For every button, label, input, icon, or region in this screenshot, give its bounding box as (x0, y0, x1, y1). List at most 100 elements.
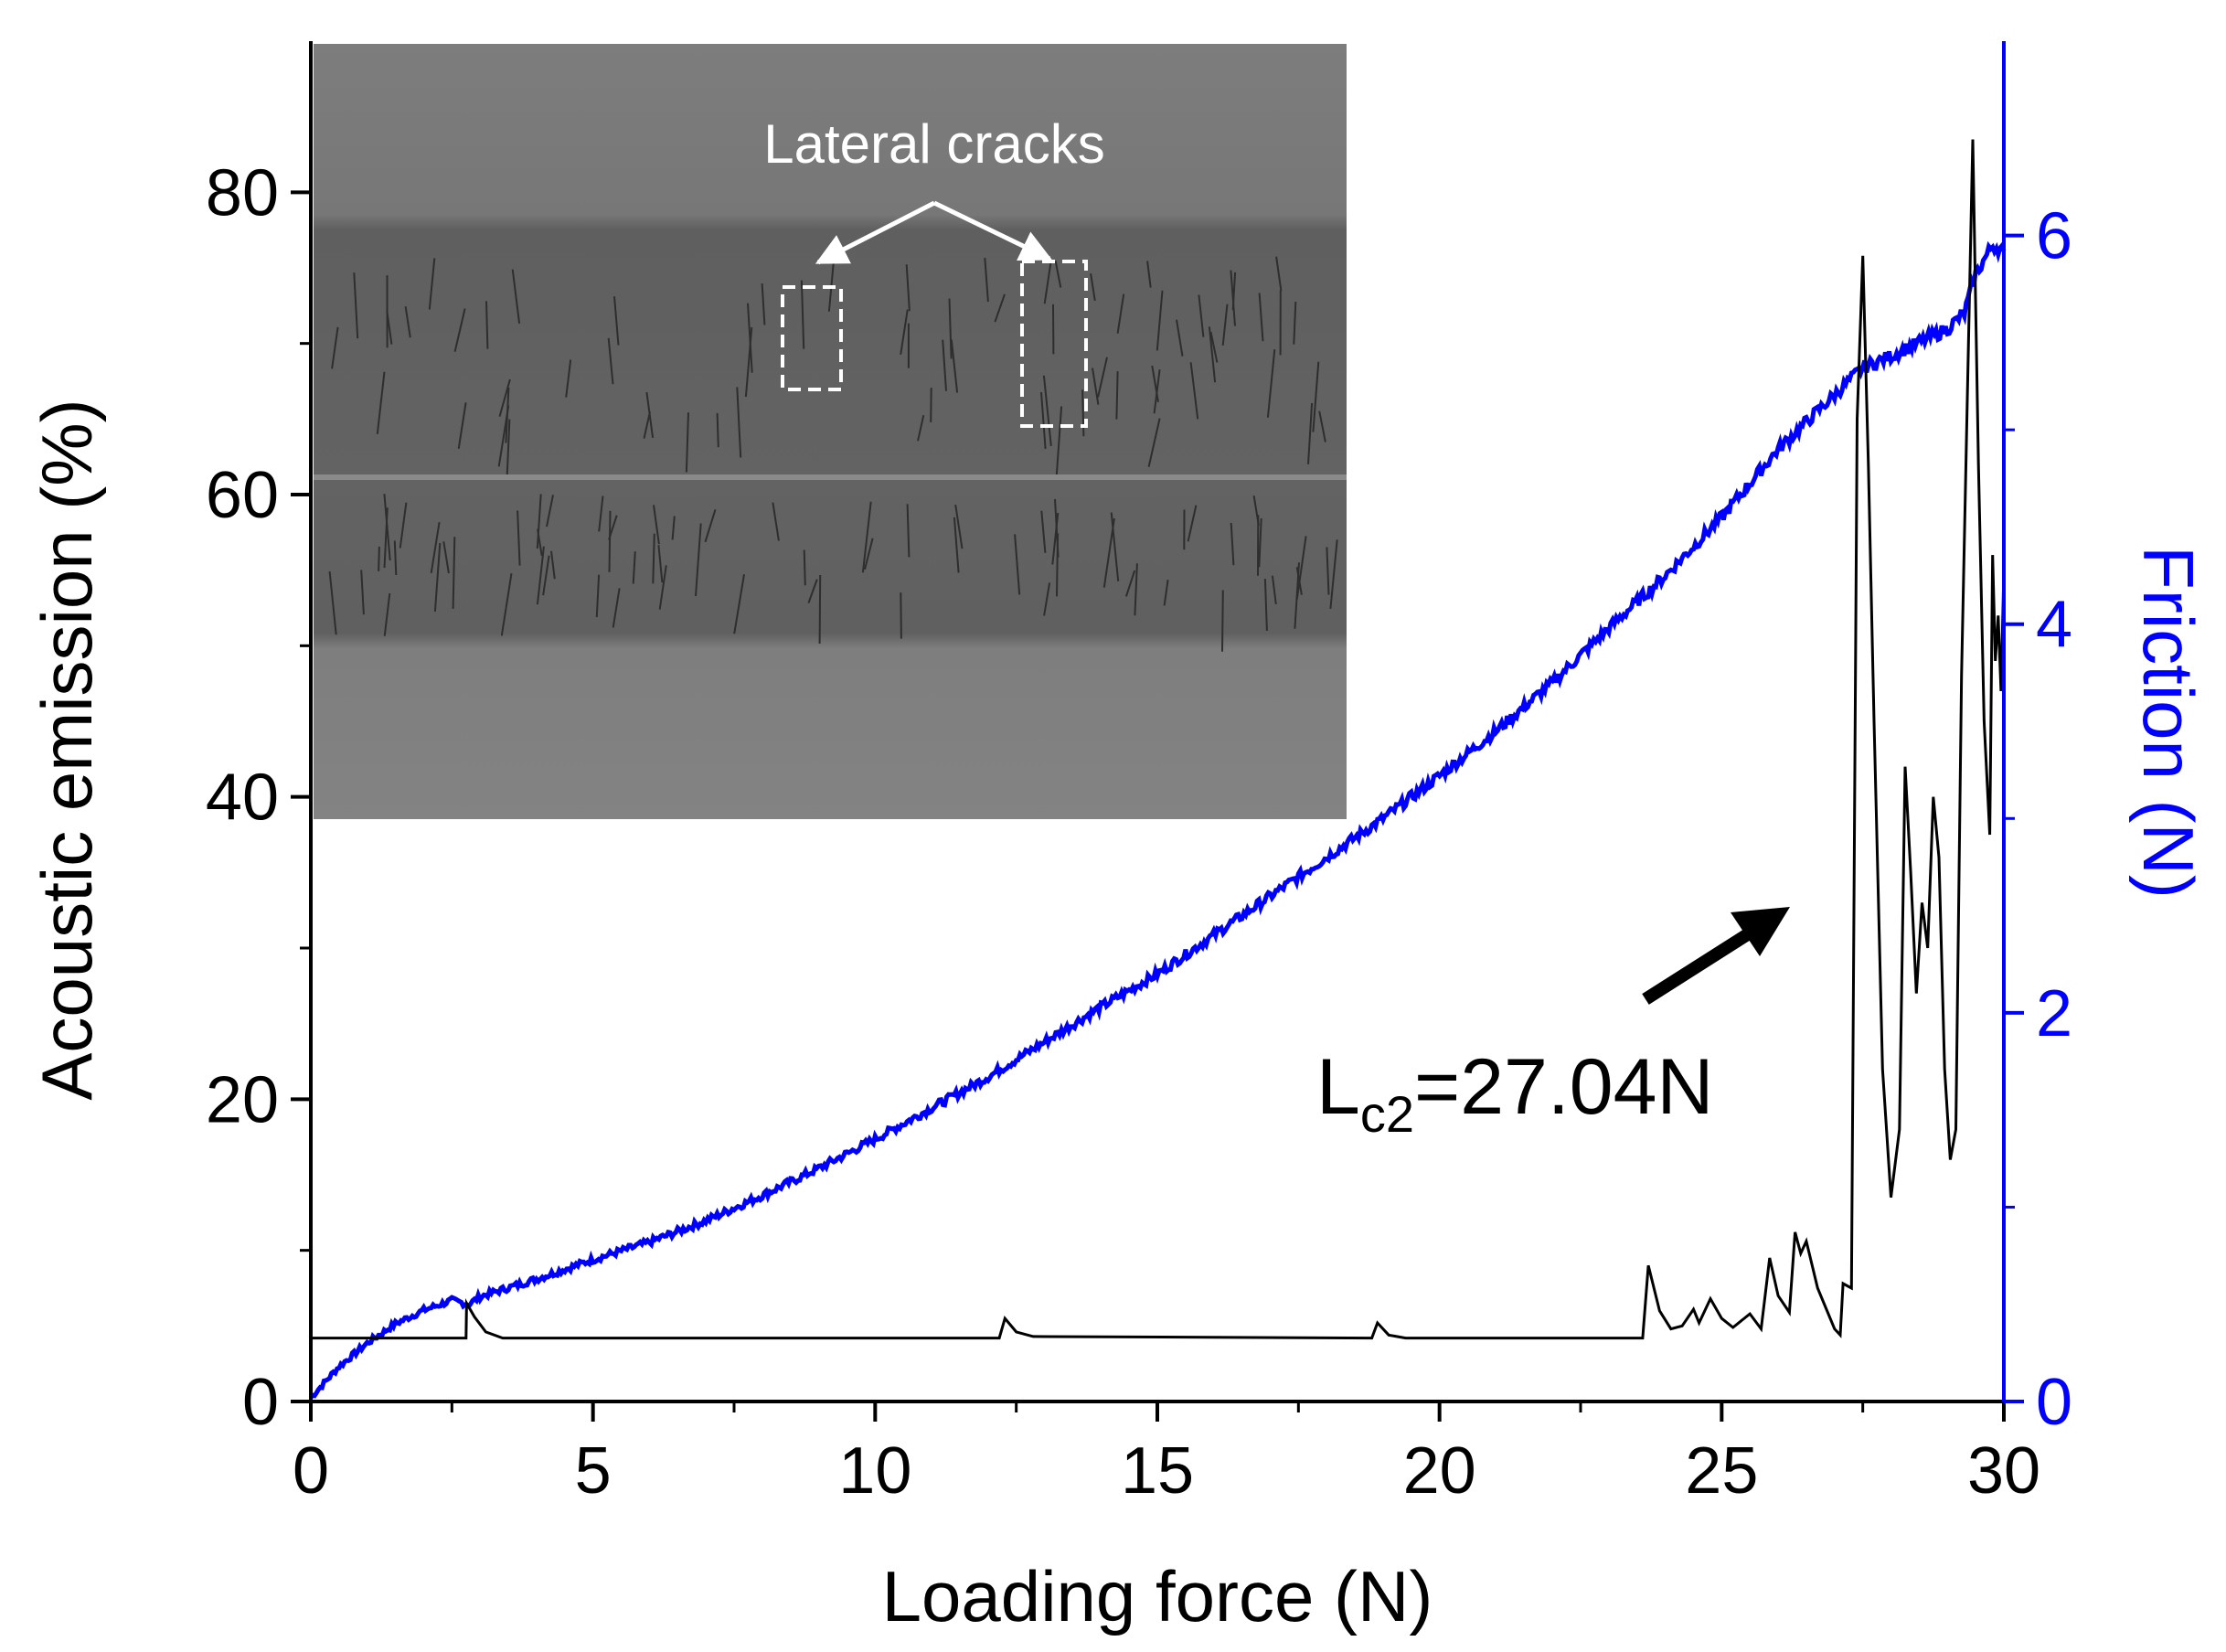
sem-crack-mark (498, 378, 511, 417)
y-left-tick-label: 0 (242, 1366, 279, 1439)
sem-crack-mark (1231, 272, 1237, 311)
sem-crack-mark (807, 579, 818, 603)
sem-crack-mark (1221, 590, 1224, 652)
sem-crack-mark (1312, 361, 1320, 432)
y-left-tick-label: 60 (206, 459, 279, 532)
sem-crack-mark (537, 528, 543, 556)
sem-crack-mark (565, 359, 572, 398)
sem-crack-mark (906, 504, 911, 558)
sem-crack-mark (1271, 575, 1277, 605)
y-right-axis-title: Friction (N) (2128, 546, 2209, 899)
sem-crack-mark (1092, 368, 1100, 405)
sem-crack-mark (1295, 536, 1307, 600)
sem-crack-mark (1147, 418, 1161, 467)
sem-crack-mark (1307, 402, 1314, 464)
y-right-tick-label: 4 (2036, 589, 2072, 662)
sem-crack-mark (761, 282, 766, 325)
sem-crack-mark (1054, 261, 1062, 288)
y-right-tick-label: 6 (2036, 200, 2072, 273)
series-friction-line (309, 240, 2007, 1400)
series-acoustic-emission-line (311, 139, 2006, 1340)
sem-crack-mark (984, 257, 989, 303)
sem-crack-mark (900, 309, 909, 356)
sem-crack-mark (430, 522, 441, 574)
sem-crack-mark (331, 326, 339, 369)
sem-crack-mark (1258, 517, 1262, 568)
y-left-axis-title: Acoustic emission (%) (27, 399, 107, 1100)
sem-crack-mark (900, 592, 902, 639)
sem-crack-mark (1187, 505, 1198, 542)
sem-crack-mark (1329, 539, 1338, 609)
sem-crack-mark (1116, 293, 1125, 334)
sem-crack-texture (328, 247, 1338, 652)
sem-crack-mark (861, 501, 872, 573)
x-tick-label: 20 (1403, 1434, 1476, 1508)
y-left-axis-ticks: 0 20 40 60 80 (206, 156, 311, 1439)
sem-crack-mark (1318, 410, 1326, 442)
sem-crack-mark (1081, 389, 1085, 437)
sem-crack-mark (546, 495, 554, 528)
sem-crack-mark (1134, 563, 1138, 616)
x-axis-ticks: 0 5 10 15 20 25 30 (293, 1402, 2040, 1508)
sem-crack-mark (1040, 391, 1047, 450)
sem-crack-mark (658, 565, 667, 610)
sem-inset-background (314, 44, 1347, 819)
sem-crack-mark (1051, 512, 1060, 565)
sem-crack-mark (598, 496, 604, 532)
sem-crack-mark (800, 280, 805, 349)
y-left-tick-label: 80 (206, 156, 279, 229)
sem-crack-mark (613, 296, 620, 346)
sem-crack-mark (595, 574, 601, 618)
sem-crack-mark (905, 264, 911, 312)
sem-crack-mark (1151, 365, 1159, 402)
sem-crack-mark (632, 551, 636, 584)
sem-crack-mark (1014, 534, 1021, 595)
sem-crack-mark (1163, 580, 1169, 606)
sem-crack-mark (608, 510, 612, 572)
sem-crack-mark (1258, 293, 1264, 342)
sem-crack-mark (500, 573, 513, 636)
sem-crack-mark (1110, 512, 1120, 581)
sem-crack-mark (645, 391, 655, 439)
sem-crack-mark (1090, 273, 1096, 302)
sem-crack-mark (453, 308, 466, 352)
sem-crack-mark (1176, 319, 1184, 357)
sem-crack-mark (506, 419, 511, 481)
x-tick-label: 15 (1121, 1434, 1194, 1508)
annotation-arrow-shaft (1642, 925, 1757, 1005)
y-right-tick-label: 2 (2036, 977, 2072, 1050)
sem-crack-mark (442, 541, 450, 574)
sem-crack-mark (948, 298, 953, 359)
sem-crack-mark (511, 269, 521, 325)
x-tick-label: 10 (838, 1434, 911, 1508)
sem-crack-mark (1115, 371, 1119, 420)
y-right-axis-ticks: 0 2 4 6 (2004, 200, 2072, 1439)
x-tick-label: 5 (575, 1434, 612, 1508)
sem-crack-mark (1326, 547, 1330, 595)
sem-crack-mark (652, 533, 655, 584)
sem-crack-mark (1208, 326, 1217, 383)
sem-crack-mark (607, 337, 614, 385)
sem-crack-mark (399, 502, 408, 549)
sem-crack-mark (1153, 368, 1161, 414)
sem-crack-mark (671, 516, 676, 540)
sem-crack-mark (733, 574, 745, 634)
x-axis-title: Loading force (N) (882, 1556, 1433, 1636)
annotation-lc2-value: =27.04N (1414, 1043, 1714, 1131)
sem-crack-mark (1124, 570, 1136, 597)
sem-crack-mark (716, 412, 719, 448)
sem-crack-mark (736, 387, 742, 458)
sem-crack-mark (353, 272, 359, 339)
sem-crack-mark (803, 549, 806, 586)
crack-box-left (781, 285, 843, 391)
sem-crack-mark (328, 570, 337, 635)
sem-crack-mark (704, 509, 717, 543)
sem-crack-mark (772, 502, 780, 541)
sem-crack-mark (1230, 522, 1235, 566)
sem-crack-mark (517, 510, 521, 566)
sem-crack-mark (360, 570, 365, 615)
x-tick-label: 0 (293, 1434, 329, 1508)
sem-crack-mark (864, 538, 874, 570)
sem-crack-mark (378, 546, 380, 571)
y-right-tick-label: 0 (2036, 1366, 2072, 1439)
